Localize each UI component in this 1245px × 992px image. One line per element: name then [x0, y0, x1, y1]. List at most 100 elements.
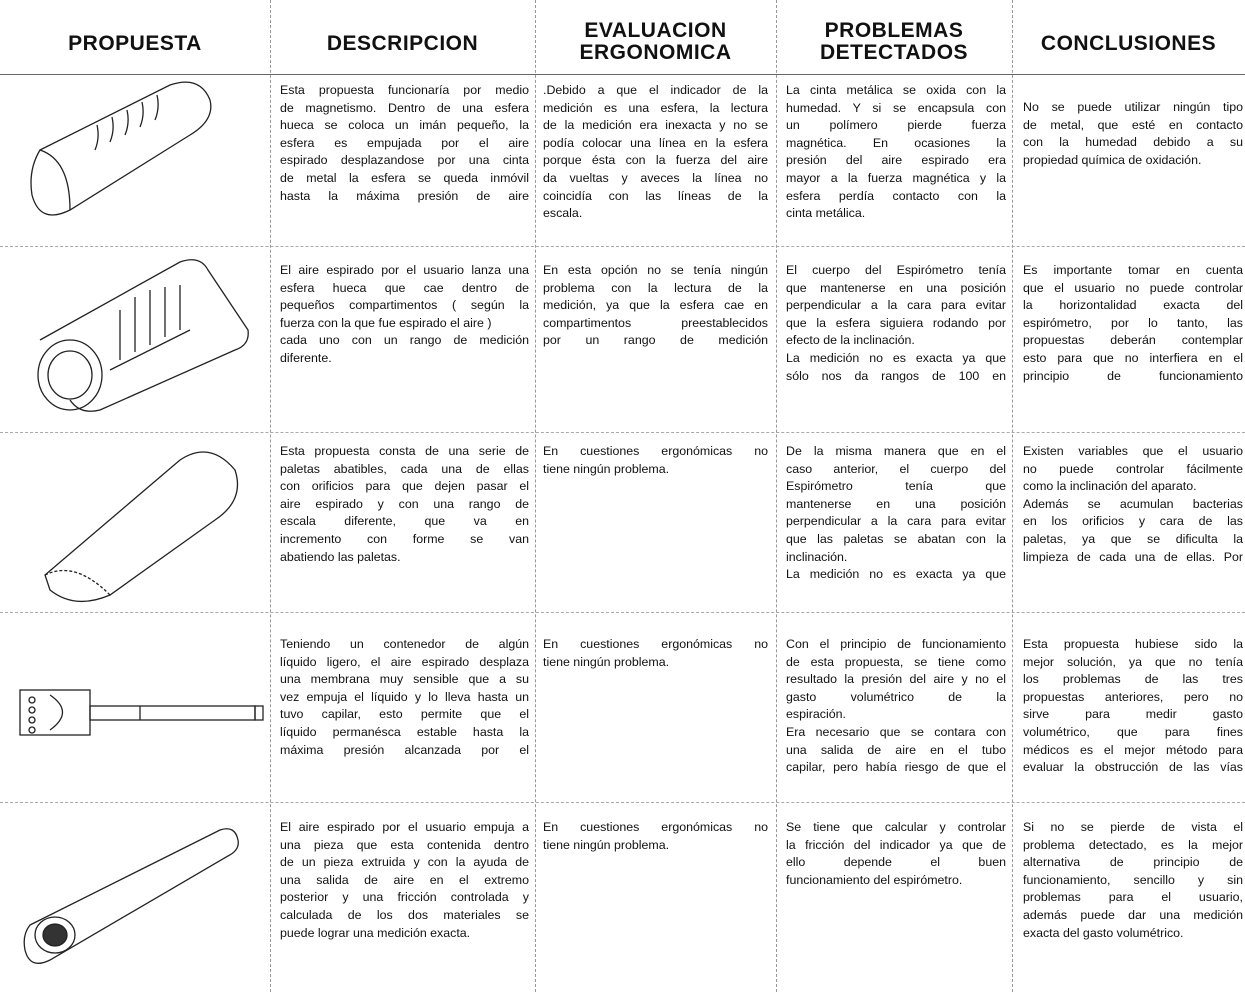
- cell-text-line: la horizontalidad exacta del: [1023, 298, 1243, 313]
- cell-text-line: humedad. Y si se encapsula con: [786, 100, 1006, 115]
- cell-text-line: mantenerse en una posición: [786, 496, 1006, 511]
- cell-text-line: No se puede utilizar ningún tipo: [1023, 100, 1243, 114]
- cell-text-line: esto para que no interfiera en el: [1023, 351, 1243, 365]
- cell-text-line: resultado la presión del aire y no el: [786, 672, 1006, 687]
- cell-text-line: Con el principio de funcionamiento: [786, 637, 1006, 651]
- cell-text-line: hueca se coloca un imán pequeño, la: [280, 118, 529, 133]
- cell-text-line: perpendicular a la cara para evitar: [786, 514, 1006, 529]
- cell-text-line: Si no se pierde de vista el: [1023, 820, 1243, 834]
- cell-text-line: Esta propuesta consta de una serie de: [280, 444, 529, 458]
- cell-text-line: Además se acumulan bacterias: [1023, 496, 1243, 511]
- cell-text-line: En cuestiones ergonómicas no: [543, 637, 768, 651]
- column-divider: [1012, 0, 1013, 992]
- cell-text-line: El cuerpo del Espirómetro tenía: [786, 263, 1006, 277]
- cell-text-line: problema detectado, es la mejor: [1023, 837, 1243, 852]
- cell-text-line: la fricción del indicador ya que de: [786, 837, 1006, 852]
- sketch-compartments: [37, 259, 249, 412]
- column-divider: [535, 0, 536, 992]
- cell-text-line: con orificios para que dejen pasar el: [280, 479, 529, 494]
- cell-text-line: limpieza de cada una de ellas. Por: [1023, 549, 1243, 564]
- row-divider: [0, 432, 1245, 433]
- cell-text-line: los problemas de las tres: [1023, 672, 1243, 687]
- cell-text-line: por un rango de medición: [543, 333, 768, 348]
- cell-text-line: exacta del gasto volumétrico.: [1023, 925, 1184, 940]
- column-header: ERGONOMICA: [579, 41, 732, 64]
- cell-text-line: caso anterior, el cuerpo del: [786, 461, 1006, 476]
- cell-text-line: perpendicular a la cara para evitar: [786, 298, 1006, 313]
- cell-text-line: de un pieza extruida y con la ayuda de: [280, 855, 529, 870]
- cell-text-line: paletas abatibles, cada una de ellas: [280, 461, 529, 476]
- cell-text-line: en los orificios y cara de las: [1023, 514, 1243, 529]
- cell-text-line: diferente.: [280, 351, 332, 365]
- cell-text-line: ello depende el buen: [786, 855, 1006, 870]
- cell-text-line: una salida de aire en el tubo: [786, 742, 1006, 757]
- cell-text-line: incremento con forme se van: [280, 532, 529, 546]
- column-header: PROBLEMAS: [824, 19, 964, 42]
- cell-text-line: principio de funcionamiento: [1023, 368, 1243, 383]
- cell-text-line: Existen variables que el usuario: [1023, 444, 1243, 458]
- cell-text-line: esfera perdía contacto con la: [786, 188, 1006, 203]
- cell-text-line: que mantenerse en una posición: [786, 280, 1006, 295]
- cell-text-line: de magnetismo. Dentro de una esfera: [280, 100, 529, 115]
- cell-text-line: Esta propuesta funcionaría por medio: [280, 83, 529, 97]
- column-header: PROPUESTA: [68, 32, 202, 55]
- cell-text-line: volumétrico, que para fines: [1023, 725, 1243, 739]
- cell-text-line: sirve para medir gasto: [1023, 707, 1243, 722]
- cell-text-line: funcionamiento del espirómetro.: [786, 872, 963, 887]
- cell-text-line: propiedad química de oxidación.: [1023, 152, 1202, 167]
- cell-text-line: máxima presión alcanzada por el: [280, 742, 529, 757]
- cell-text-line: mejor solución, ya que no tenía: [1023, 654, 1243, 669]
- cell-text-line: cada uno con un rango de medición: [280, 333, 529, 348]
- cell-text-line: presión del aire espirado era: [786, 153, 1006, 168]
- cell-text-line: de la medición era inexacta y no se: [543, 118, 768, 133]
- cell-text-line: paletas, ya que se dificulta la: [1023, 532, 1243, 546]
- cell-text-line: sólo nos da rangos de 100 en: [786, 368, 1006, 383]
- cell-text-line: Espirómetro tenía que: [786, 479, 1006, 494]
- cell-text-line: de metal la esfera se queda inmóvil: [280, 171, 529, 185]
- cell-text-line: líquido ligero, el aire espirado desplaz…: [280, 654, 529, 669]
- cell-text-line: de metal, que esté en contacto: [1023, 117, 1243, 132]
- cell-text-line: fuerza con la que fue espirado el aire ): [280, 315, 492, 330]
- cell-text-line: hasta la máxima presión de aire: [280, 188, 529, 203]
- cell-text-line: esfera es empujada por el aire: [280, 135, 529, 150]
- cell-text-line: abatiendo las paletas.: [280, 549, 401, 564]
- column-header: DETECTADOS: [819, 41, 969, 64]
- cell-text-line: aire espirado y con una rango de: [280, 496, 529, 511]
- cell-text-line: cinta metálica.: [786, 206, 866, 221]
- cell-text-line: inclinación.: [786, 549, 848, 564]
- sketch-paddles: [44, 451, 239, 603]
- cell-text-line: porque ésta con la fuerza del aire: [543, 153, 768, 168]
- cell-text-line: escala.: [543, 206, 583, 221]
- sketch-magnetic: [30, 81, 212, 216]
- cell-text-line: vez empuja el líquido y lo lleva hasta u…: [280, 689, 529, 704]
- cell-text-line: efecto de la inclinación.: [786, 333, 915, 348]
- cell-text-line: con la humedad debido a su: [1023, 135, 1243, 150]
- cell-text-line: una membrana muy sensible que a su: [280, 672, 529, 687]
- column-divider: [776, 0, 777, 992]
- column-header: CONCLUSIONES: [1040, 32, 1217, 55]
- cell-text-line: un polímero pierde fuerza: [786, 118, 1006, 133]
- cell-text-line: La cinta metálica se oxida con la: [786, 83, 1006, 97]
- cell-text-line: espiración.: [786, 707, 846, 722]
- cell-text-line: no puede controlar fácilmente: [1023, 461, 1243, 476]
- header-divider: [0, 74, 1245, 75]
- cell-text-line: podía colocar una línea en la esfera: [543, 135, 768, 150]
- cell-text-line: gasto volumétrico de la: [786, 689, 1006, 704]
- sketch-capillary: [19, 689, 264, 736]
- cell-text-line: compartimentos preestablecidos: [543, 315, 768, 330]
- cell-text-line: una pieza que esta contenida dentro: [280, 837, 529, 852]
- cell-text-line: propuestas deberán contemplar: [1023, 333, 1243, 348]
- cell-text-line: problema con la lectura de la: [543, 280, 768, 295]
- cell-text-line: Se tiene que calcular y controlar: [786, 820, 1006, 834]
- cell-text-line: que el usuario no puede controlar: [1023, 280, 1243, 295]
- cell-text-line: una salida de aire en el extremo: [280, 872, 529, 887]
- cell-text-line: La medición no es exacta ya que: [786, 567, 1006, 582]
- cell-text-line: medición es una esfera, la lectura: [543, 100, 768, 115]
- cell-text-line: En cuestiones ergonómicas no: [543, 444, 768, 458]
- cell-text-line: En cuestiones ergonómicas no: [543, 820, 768, 834]
- cell-text-line: tiene ningún problema.: [543, 837, 670, 852]
- column-header: DESCRIPCION: [326, 32, 479, 55]
- cell-text-line: La medición no es exacta ya que: [786, 351, 1006, 365]
- cell-text-line: espirado desplazandose por una cinta: [280, 153, 529, 168]
- cell-text-line: Esta propuesta hubiese sido la: [1023, 637, 1243, 651]
